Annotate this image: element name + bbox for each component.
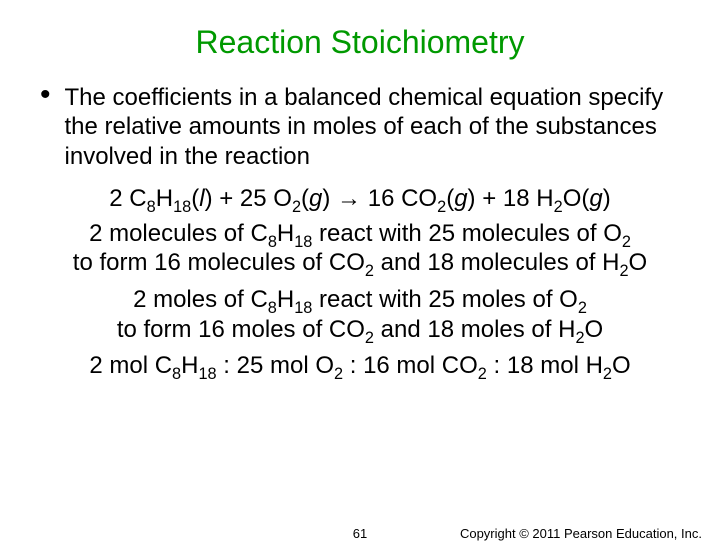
page-number: 61: [353, 526, 367, 541]
chemical-equation: 2 C8H18(l) + 25 O2(g) → 16 CO2(g) + 18 H…: [20, 185, 700, 213]
molecules-description: 2 molecules of C8H18 react with 25 molec…: [20, 219, 700, 278]
bullet-text: The coefficients in a balanced chemical …: [65, 83, 700, 171]
mole-ratio: 2 mol C8H18 : 25 mol O2 : 16 mol CO2 : 1…: [20, 352, 700, 380]
bullet-item: • The coefficients in a balanced chemica…: [20, 83, 700, 171]
slide-title: Reaction Stoichiometry: [20, 24, 700, 61]
copyright-text: Copyright © 2011 Pearson Education, Inc.: [460, 526, 702, 541]
bullet-marker: •: [40, 85, 51, 105]
moles-description: 2 moles of C8H18 react with 25 moles of …: [20, 285, 700, 344]
